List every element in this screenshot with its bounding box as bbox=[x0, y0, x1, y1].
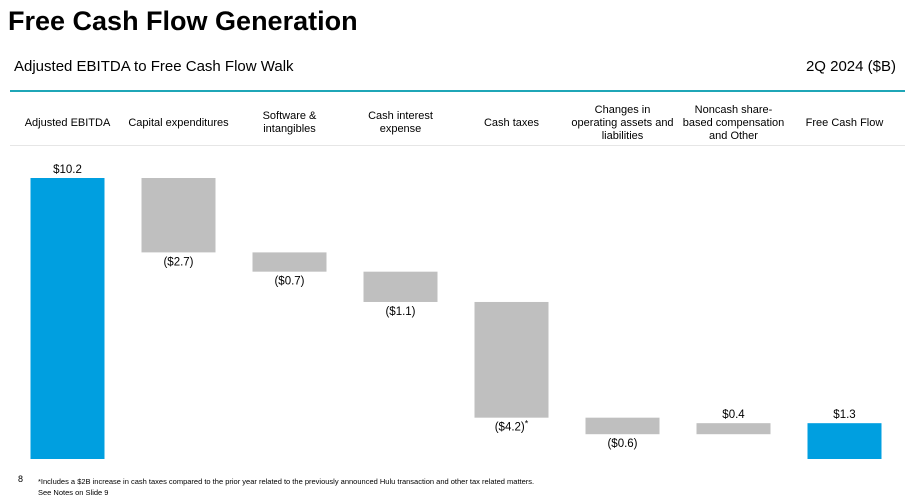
value-label-text: ($4.2) bbox=[495, 422, 525, 434]
value-label-text: ($0.6) bbox=[607, 438, 637, 450]
value-label: ($1.1) bbox=[385, 306, 415, 318]
subtitle: Adjusted EBITDA to Free Cash Flow Walk bbox=[14, 58, 294, 75]
bar bbox=[252, 252, 327, 272]
category-label: Capital expenditures bbox=[128, 116, 229, 129]
value-label-text: ($0.7) bbox=[274, 276, 304, 288]
value-label: ($0.7) bbox=[274, 276, 304, 288]
value-label: ($4.2)* bbox=[495, 419, 529, 434]
value-label-text: $0.4 bbox=[722, 409, 745, 421]
value-label: $1.3 bbox=[833, 409, 855, 421]
page-number: 8 bbox=[18, 474, 24, 484]
category-label: Changes in operating assets and liabilit… bbox=[571, 103, 674, 142]
value-label: $10.2 bbox=[53, 164, 82, 176]
value-label-text: ($2.7) bbox=[163, 256, 193, 268]
bar bbox=[585, 417, 660, 435]
value-label-text: $1.3 bbox=[833, 409, 855, 421]
header-rule bbox=[10, 90, 905, 92]
period-label: 2Q 2024 ($B) bbox=[805, 58, 896, 75]
category-label: Cash interest expense bbox=[368, 110, 433, 135]
bar bbox=[474, 301, 549, 418]
category-label: Cash taxes bbox=[483, 116, 540, 129]
value-label-text: $10.2 bbox=[53, 164, 82, 176]
bar bbox=[30, 178, 105, 459]
value-label: ($2.7) bbox=[163, 256, 193, 268]
bar bbox=[363, 271, 438, 302]
category-label: Adjusted EBITDA bbox=[24, 116, 111, 129]
footnote: *Includes a $2B increase in cash taxes c… bbox=[38, 477, 535, 486]
header-divider bbox=[10, 145, 905, 146]
footnote-marker: * bbox=[525, 419, 529, 429]
category-label: Free Cash Flow bbox=[805, 116, 884, 129]
category-label: Noncash share-based compensation and Oth… bbox=[682, 103, 785, 142]
bar bbox=[141, 178, 216, 253]
value-label: $0.4 bbox=[722, 409, 745, 421]
value-label: ($0.6) bbox=[607, 438, 637, 450]
bar bbox=[696, 423, 771, 435]
footnotes: *Includes a $2B increase in cash taxes c… bbox=[38, 476, 534, 498]
chart: $10.2 ($2.7) ($0.7) ($1.1) ($4.2)* ($0.6) $0.4… bbox=[30, 164, 882, 459]
bar bbox=[807, 423, 882, 459]
footnote: See Notes on Slide 9 bbox=[38, 488, 109, 497]
value-label-text: ($1.1) bbox=[385, 306, 415, 318]
category-label: Software & intangibles bbox=[262, 110, 317, 135]
title: Free Cash Flow Generation bbox=[8, 6, 358, 36]
